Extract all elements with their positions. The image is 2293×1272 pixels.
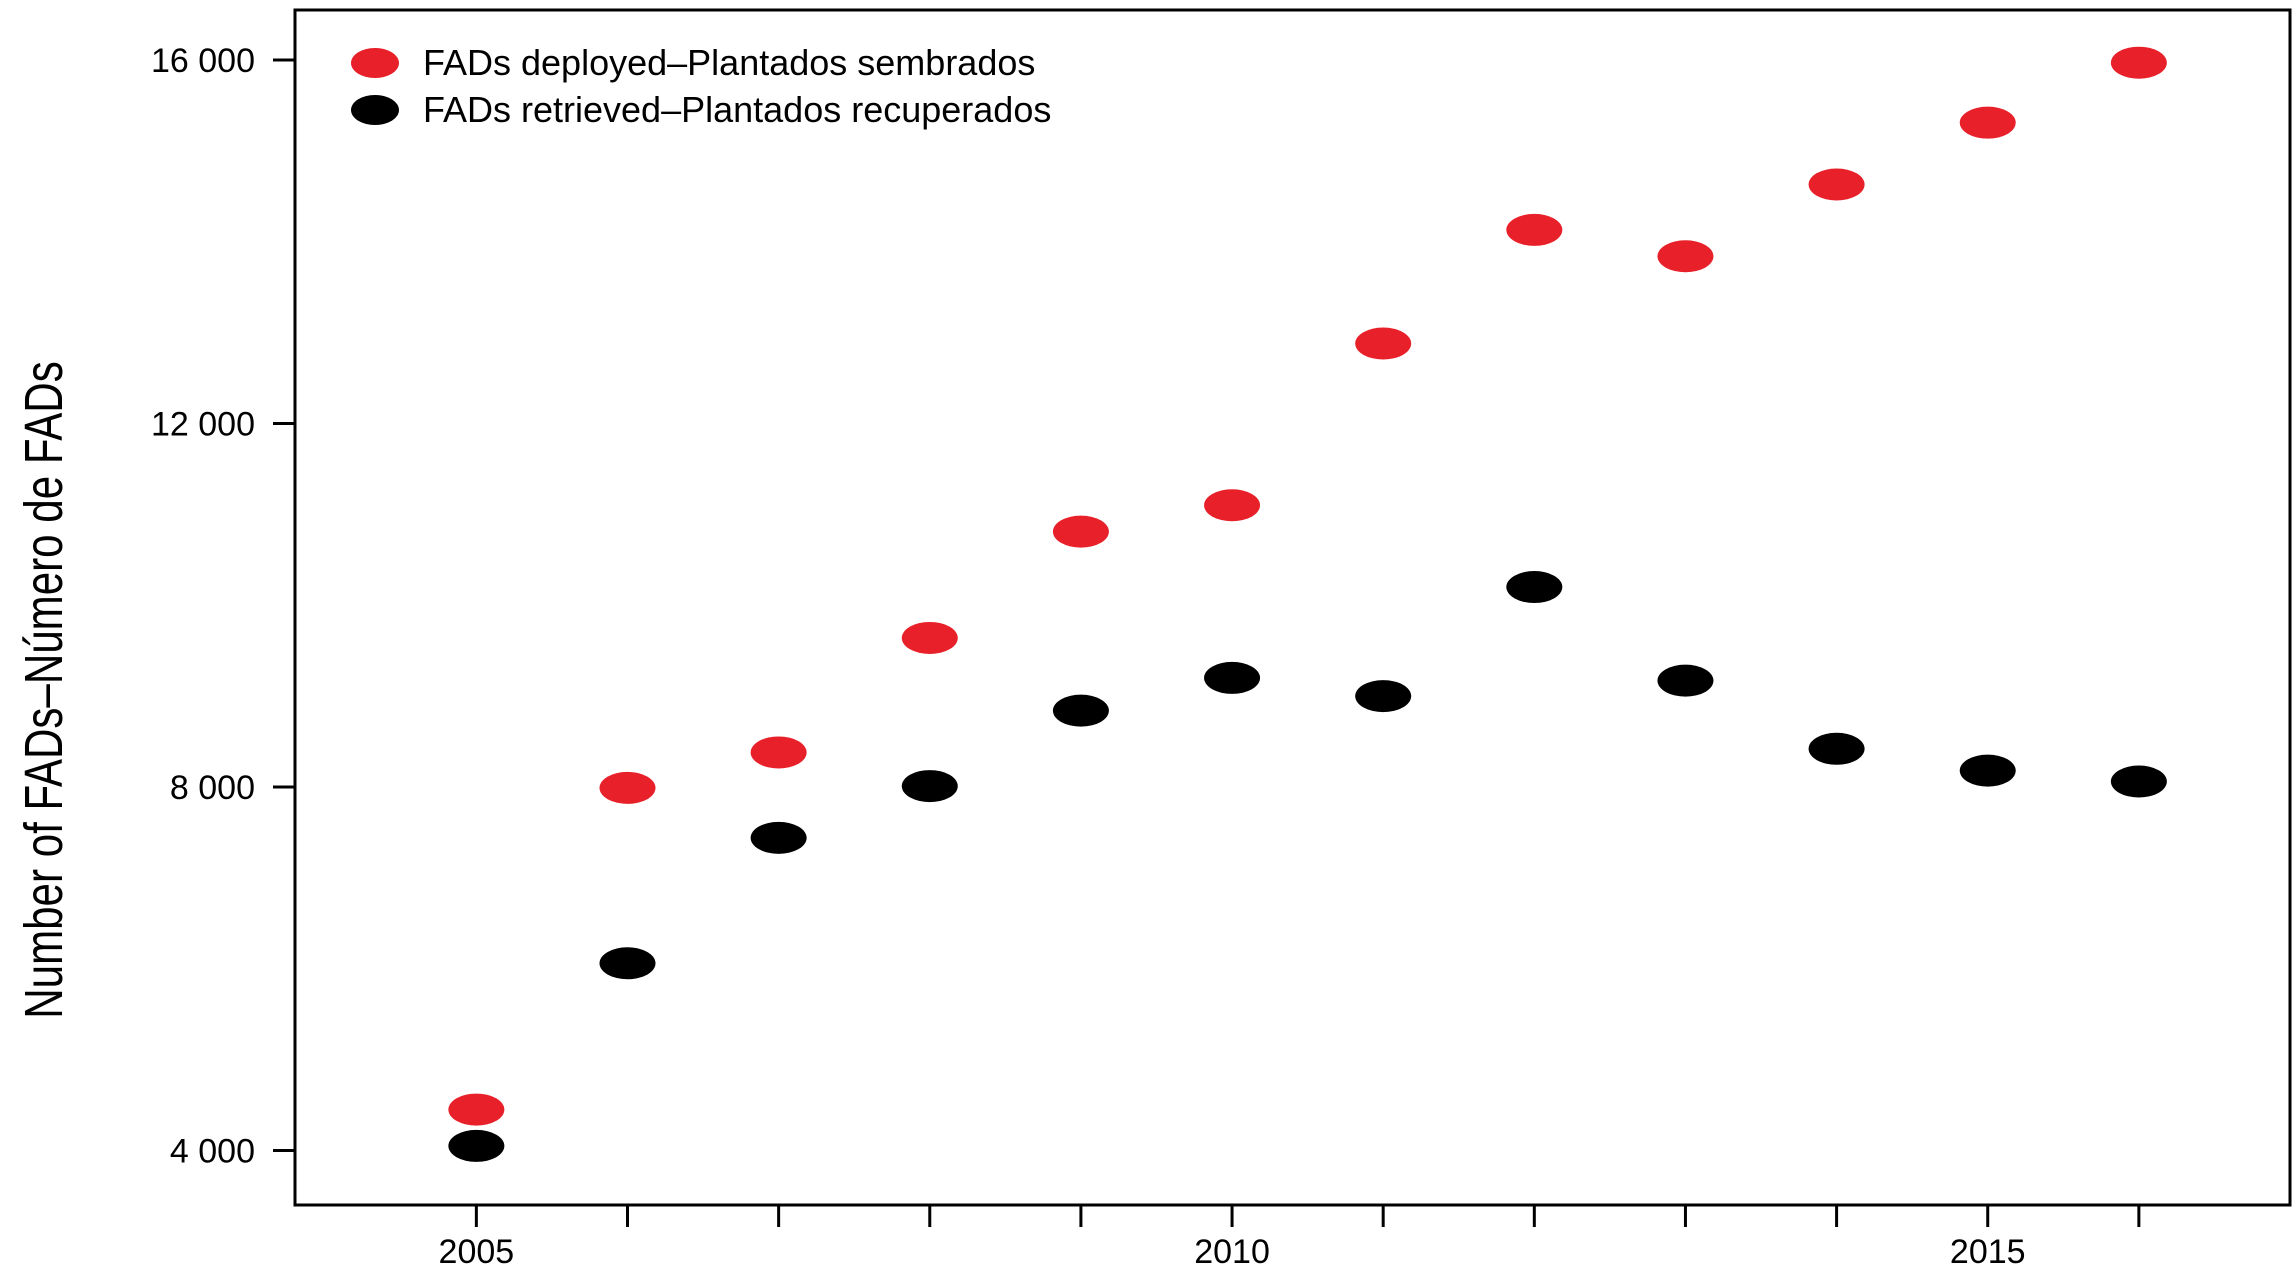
- retrieved-point: [1959, 754, 2016, 787]
- deployed-point: [1204, 489, 1261, 522]
- x-axis: 2005 2010 2015: [439, 1205, 2141, 1271]
- data-points: [448, 46, 2167, 1162]
- legend: FADs deployed–Plantados sembrados FADs re…: [351, 42, 1051, 130]
- retrieved-point: [448, 1129, 505, 1162]
- y-axis-title: Number of FADs–Número de FADs: [14, 361, 74, 1019]
- deployed-point: [1506, 213, 1563, 246]
- deployed-point: [1808, 168, 1865, 201]
- x-tick-label: 2015: [1950, 1233, 2026, 1271]
- deployed-point: [2110, 46, 2167, 79]
- deployed-point: [1959, 106, 2016, 139]
- deployed-point: [1657, 240, 1714, 273]
- retrieved-point: [901, 770, 958, 803]
- deployed-point: [750, 736, 807, 769]
- deployed-point: [448, 1093, 505, 1126]
- retrieved-point: [1052, 694, 1109, 727]
- retrieved-point: [1657, 664, 1714, 697]
- retrieved-point: [1204, 661, 1261, 694]
- y-tick-label: 16 000: [151, 42, 255, 80]
- y-axis: 4 000 8 000 12 000 16 000: [151, 42, 295, 1170]
- legend-label-retrieved: FADs retrieved–Plantados recuperados: [423, 89, 1051, 130]
- retrieved-point: [750, 821, 807, 854]
- retrieved-point: [599, 947, 656, 980]
- plot-frame: [293, 8, 2292, 1207]
- y-tick-label: 8 000: [170, 769, 255, 807]
- deployed-point: [1355, 327, 1412, 360]
- deployed-point: [599, 771, 656, 804]
- retrieved-point: [2110, 765, 2167, 798]
- deployed-point: [901, 621, 958, 654]
- deployed-point: [1052, 515, 1109, 548]
- x-tick-label: 2010: [1194, 1233, 1270, 1271]
- y-tick-label: 4 000: [170, 1132, 255, 1170]
- retrieved-point: [1808, 732, 1865, 765]
- legend-marker-deployed: [351, 48, 399, 78]
- retrieved-point: [1506, 571, 1563, 604]
- x-tick-label: 2005: [439, 1233, 515, 1271]
- retrieved-point: [1355, 680, 1412, 713]
- legend-label-deployed: FADs deployed–Plantados sembrados: [423, 42, 1035, 83]
- legend-marker-retrieved: [351, 95, 399, 125]
- y-tick-label: 12 000: [151, 405, 255, 443]
